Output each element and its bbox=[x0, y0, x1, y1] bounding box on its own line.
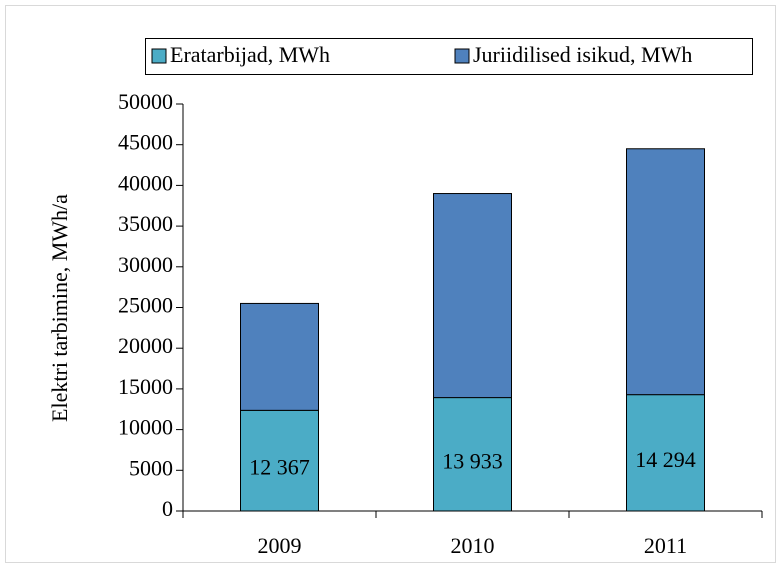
x-tick-label: 2009 bbox=[258, 533, 302, 558]
y-tick-label: 5000 bbox=[129, 455, 173, 480]
legend-label: Juriidilised isikud, MWh bbox=[473, 42, 692, 67]
y-tick-label: 45000 bbox=[118, 130, 173, 155]
bar-segment bbox=[433, 397, 512, 512]
x-tick-label: 2011 bbox=[644, 533, 687, 558]
y-tick-label: 35000 bbox=[118, 211, 173, 236]
legend-swatch bbox=[454, 48, 470, 64]
y-tick-label: 20000 bbox=[118, 333, 173, 358]
bar-segment bbox=[240, 302, 319, 411]
x-tick-label: 2010 bbox=[451, 533, 495, 558]
y-tick-label: 30000 bbox=[118, 252, 173, 277]
bar-segment bbox=[626, 148, 705, 396]
y-tick-label: 25000 bbox=[118, 293, 173, 318]
y-tick-label: 50000 bbox=[118, 89, 173, 114]
y-tick-label: 0 bbox=[162, 496, 173, 521]
legend-label: Eratarbijad, MWh bbox=[170, 42, 330, 67]
data-label: 12 367 bbox=[249, 455, 310, 480]
data-label: 13 933 bbox=[442, 448, 503, 473]
legend-swatch bbox=[151, 48, 167, 64]
y-axis-label: Elektri tarbimine, MWh/a bbox=[47, 194, 72, 422]
bar-segment bbox=[433, 193, 512, 399]
y-tick-label: 10000 bbox=[118, 415, 173, 440]
data-label: 14 294 bbox=[635, 447, 696, 472]
bar-segment bbox=[240, 409, 319, 512]
y-tick-label: 15000 bbox=[118, 374, 173, 399]
bar-segment bbox=[626, 394, 705, 512]
y-tick-label: 40000 bbox=[118, 170, 173, 195]
legend-box bbox=[145, 38, 753, 75]
